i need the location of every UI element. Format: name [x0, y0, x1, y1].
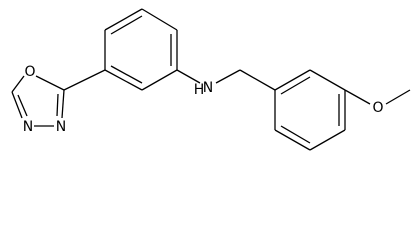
atom-label: N — [203, 80, 213, 96]
bond — [11, 91, 23, 119]
bond — [56, 93, 59, 117]
bond — [280, 76, 311, 95]
bond — [274, 129, 311, 151]
bond — [385, 89, 411, 105]
bond — [280, 125, 311, 144]
bond — [239, 69, 276, 91]
page: {"atoms": {"oxadiazole_o": "O", "oxadiaz… — [11, 8, 411, 151]
bond — [110, 65, 143, 84]
atom-label: N — [56, 119, 66, 135]
atom-label: O — [372, 100, 383, 116]
bond — [17, 94, 28, 117]
bond — [309, 69, 346, 91]
bond — [63, 69, 106, 91]
atom-label: N — [23, 119, 33, 135]
bond — [141, 69, 178, 91]
bond — [35, 75, 65, 91]
atom-label: O — [24, 64, 35, 80]
bond — [176, 69, 201, 84]
bond — [141, 8, 178, 31]
bond — [309, 129, 346, 151]
bonds — [11, 8, 411, 151]
atom-label: H — [194, 82, 205, 98]
bond — [110, 15, 143, 35]
bond — [104, 69, 143, 91]
bond — [61, 89, 65, 119]
bond — [215, 69, 241, 84]
bond — [11, 75, 25, 93]
atom-labels: O N N N H O — [23, 64, 384, 135]
bond — [104, 8, 143, 31]
bond — [274, 69, 311, 91]
molecule-diagram: O N N N H O — [11, 8, 411, 151]
bond — [344, 89, 371, 105]
